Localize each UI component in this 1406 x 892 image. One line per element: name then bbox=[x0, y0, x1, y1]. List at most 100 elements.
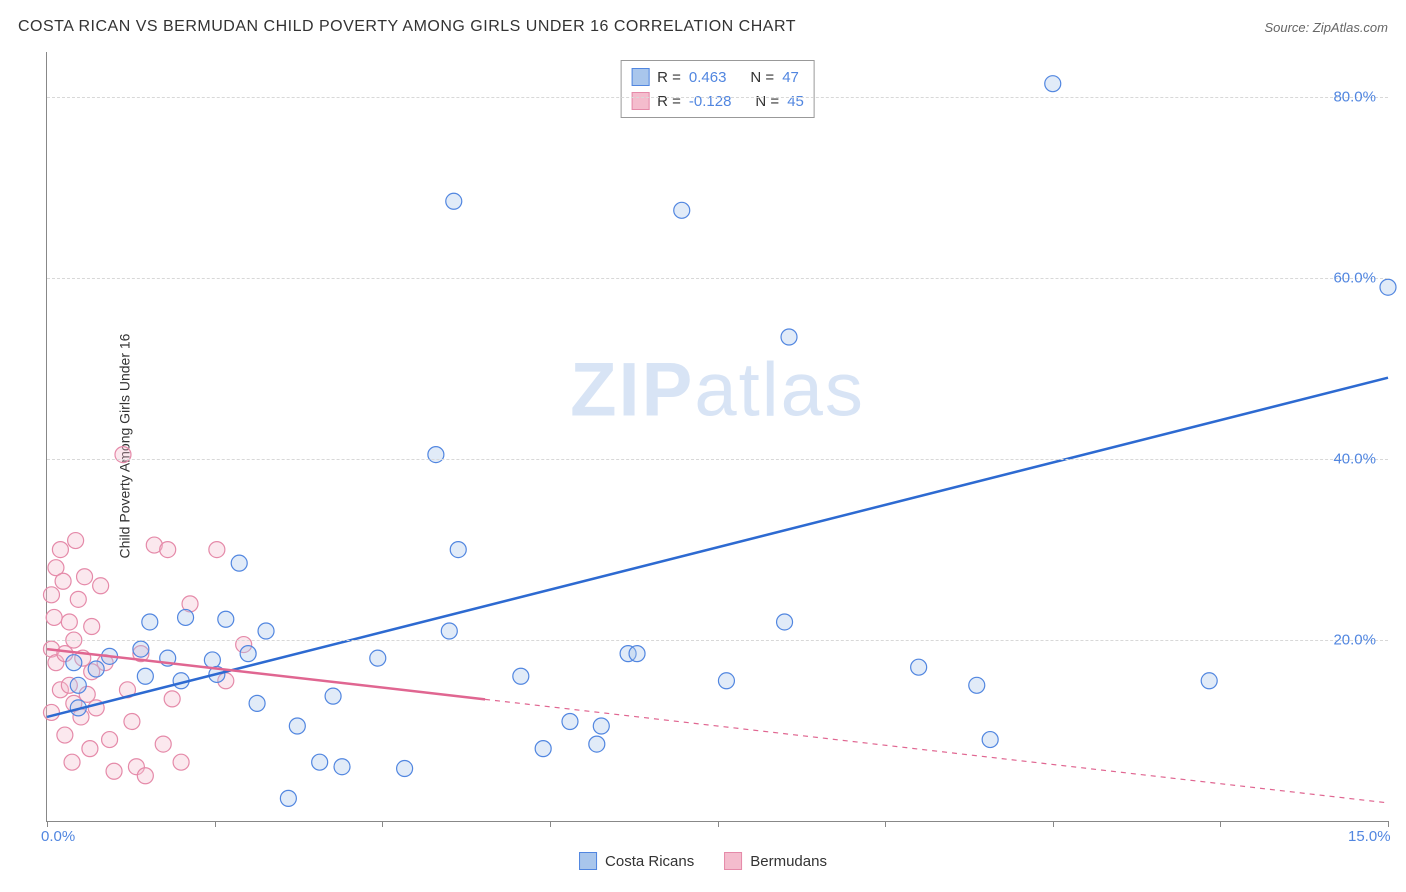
source-attribution: Source: ZipAtlas.com bbox=[1264, 20, 1388, 35]
source-name: ZipAtlas.com bbox=[1313, 20, 1388, 35]
data-point-costa_ricans bbox=[370, 650, 386, 666]
gridline bbox=[47, 640, 1388, 641]
regression-line-costa_ricans bbox=[47, 378, 1388, 717]
data-point-costa_ricans bbox=[88, 661, 104, 677]
y-tick-label: 20.0% bbox=[1333, 632, 1376, 649]
data-point-costa_ricans bbox=[446, 193, 462, 209]
data-point-bermudans bbox=[173, 754, 189, 770]
data-point-costa_ricans bbox=[428, 447, 444, 463]
plot-svg bbox=[47, 52, 1388, 821]
data-point-bermudans bbox=[106, 763, 122, 779]
x-tick bbox=[1220, 821, 1221, 827]
legend-label-costa: Costa Ricans bbox=[605, 853, 694, 870]
data-point-bermudans bbox=[52, 542, 68, 558]
regression-extrapolation-bermudans bbox=[485, 699, 1388, 803]
data-point-costa_ricans bbox=[718, 673, 734, 689]
r-label: R = bbox=[657, 69, 681, 86]
legend-item-bermudans: Bermudans bbox=[724, 852, 827, 870]
data-point-costa_ricans bbox=[137, 668, 153, 684]
data-point-costa_ricans bbox=[441, 623, 457, 639]
x-tick bbox=[215, 821, 216, 827]
data-point-bermudans bbox=[46, 609, 62, 625]
chart-title: COSTA RICAN VS BERMUDAN CHILD POVERTY AM… bbox=[18, 18, 796, 36]
legend-item-costa-ricans: Costa Ricans bbox=[579, 852, 694, 870]
data-point-costa_ricans bbox=[969, 677, 985, 693]
data-point-bermudans bbox=[115, 447, 131, 463]
header: COSTA RICAN VS BERMUDAN CHILD POVERTY AM… bbox=[18, 18, 1388, 36]
data-point-costa_ricans bbox=[240, 646, 256, 662]
data-point-bermudans bbox=[57, 727, 73, 743]
x-tick bbox=[1053, 821, 1054, 827]
data-point-costa_ricans bbox=[231, 555, 247, 571]
legend-swatch-costa bbox=[579, 852, 597, 870]
x-tick-label: 15.0% bbox=[1348, 828, 1391, 845]
data-point-costa_ricans bbox=[982, 732, 998, 748]
gridline bbox=[47, 278, 1388, 279]
data-point-bermudans bbox=[164, 691, 180, 707]
r-label: R = bbox=[657, 93, 681, 110]
regression-line-bermudans bbox=[47, 649, 485, 699]
data-point-bermudans bbox=[93, 578, 109, 594]
source-prefix: Source: bbox=[1264, 20, 1312, 35]
data-point-costa_ricans bbox=[289, 718, 305, 734]
data-point-costa_ricans bbox=[450, 542, 466, 558]
data-point-costa_ricans bbox=[70, 677, 86, 693]
x-tick bbox=[47, 821, 48, 827]
n-value-bermudan: 45 bbox=[787, 93, 804, 110]
data-point-bermudans bbox=[43, 587, 59, 603]
x-tick-label: 0.0% bbox=[41, 828, 75, 845]
data-point-costa_ricans bbox=[535, 741, 551, 757]
y-tick-label: 80.0% bbox=[1333, 89, 1376, 106]
data-point-bermudans bbox=[82, 741, 98, 757]
data-point-costa_ricans bbox=[629, 646, 645, 662]
stats-row-costa-ricans: R = 0.463 N = 47 bbox=[631, 65, 804, 89]
gridline bbox=[47, 459, 1388, 460]
data-point-costa_ricans bbox=[312, 754, 328, 770]
x-tick bbox=[382, 821, 383, 827]
swatch-bermudans bbox=[631, 92, 649, 110]
data-point-bermudans bbox=[124, 713, 140, 729]
data-point-costa_ricans bbox=[1201, 673, 1217, 689]
data-point-costa_ricans bbox=[513, 668, 529, 684]
data-point-bermudans bbox=[160, 542, 176, 558]
data-point-costa_ricans bbox=[249, 695, 265, 711]
data-point-bermudans bbox=[61, 614, 77, 630]
data-point-costa_ricans bbox=[133, 641, 149, 657]
r-value-costa: 0.463 bbox=[689, 69, 727, 86]
n-label: N = bbox=[755, 93, 779, 110]
data-point-bermudans bbox=[155, 736, 171, 752]
n-value-costa: 47 bbox=[782, 69, 799, 86]
data-point-bermudans bbox=[43, 704, 59, 720]
stats-legend-box: R = 0.463 N = 47 R = -0.128 N = 45 bbox=[620, 60, 815, 118]
data-point-costa_ricans bbox=[562, 713, 578, 729]
plot-area: ZIPatlas R = 0.463 N = 47 R = -0.128 N =… bbox=[46, 52, 1388, 822]
data-point-costa_ricans bbox=[66, 655, 82, 671]
n-label: N = bbox=[750, 69, 774, 86]
data-point-costa_ricans bbox=[1045, 76, 1061, 92]
data-point-costa_ricans bbox=[325, 688, 341, 704]
data-point-costa_ricans bbox=[593, 718, 609, 734]
x-tick bbox=[718, 821, 719, 827]
y-tick-label: 40.0% bbox=[1333, 451, 1376, 468]
data-point-costa_ricans bbox=[911, 659, 927, 675]
data-point-bermudans bbox=[77, 569, 93, 585]
series-legend: Costa Ricans Bermudans bbox=[579, 852, 827, 870]
data-point-costa_ricans bbox=[258, 623, 274, 639]
data-point-bermudans bbox=[84, 618, 100, 634]
data-point-bermudans bbox=[64, 754, 80, 770]
data-point-costa_ricans bbox=[280, 790, 296, 806]
stats-row-bermudans: R = -0.128 N = 45 bbox=[631, 89, 804, 113]
legend-label-bermudans: Bermudans bbox=[750, 853, 827, 870]
data-point-bermudans bbox=[209, 542, 225, 558]
data-point-bermudans bbox=[137, 768, 153, 784]
data-point-costa_ricans bbox=[218, 611, 234, 627]
data-point-costa_ricans bbox=[397, 761, 413, 777]
data-point-bermudans bbox=[102, 732, 118, 748]
r-value-bermudan: -0.128 bbox=[689, 93, 732, 110]
data-point-costa_ricans bbox=[777, 614, 793, 630]
x-tick bbox=[885, 821, 886, 827]
data-point-costa_ricans bbox=[334, 759, 350, 775]
data-point-bermudans bbox=[68, 533, 84, 549]
data-point-costa_ricans bbox=[781, 329, 797, 345]
x-tick bbox=[550, 821, 551, 827]
